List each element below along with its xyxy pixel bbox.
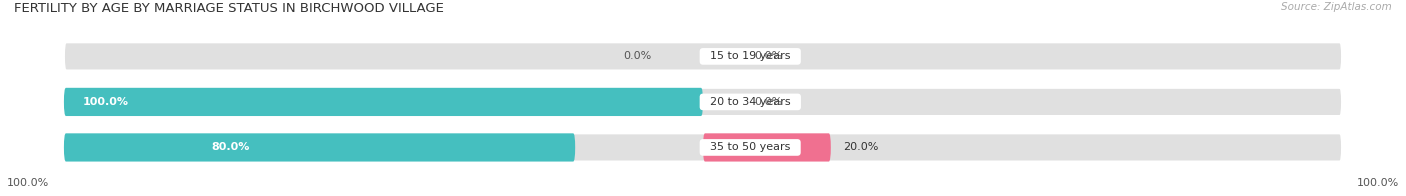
FancyBboxPatch shape [63, 88, 1343, 116]
Text: 0.0%: 0.0% [754, 97, 782, 107]
Text: 0.0%: 0.0% [754, 51, 782, 61]
Text: 20.0%: 20.0% [844, 142, 879, 152]
Text: 100.0%: 100.0% [83, 97, 129, 107]
Text: 0.0%: 0.0% [624, 51, 652, 61]
FancyBboxPatch shape [63, 42, 1343, 71]
FancyBboxPatch shape [63, 133, 1343, 162]
Text: Source: ZipAtlas.com: Source: ZipAtlas.com [1281, 2, 1392, 12]
Text: 20 to 34 years: 20 to 34 years [703, 97, 797, 107]
Text: 100.0%: 100.0% [1357, 178, 1399, 188]
Text: 80.0%: 80.0% [211, 142, 249, 152]
FancyBboxPatch shape [63, 133, 575, 162]
FancyBboxPatch shape [703, 133, 831, 162]
Text: FERTILITY BY AGE BY MARRIAGE STATUS IN BIRCHWOOD VILLAGE: FERTILITY BY AGE BY MARRIAGE STATUS IN B… [14, 2, 444, 15]
FancyBboxPatch shape [63, 88, 703, 116]
Text: 15 to 19 years: 15 to 19 years [703, 51, 797, 61]
Text: 100.0%: 100.0% [7, 178, 49, 188]
Text: 35 to 50 years: 35 to 50 years [703, 142, 797, 152]
